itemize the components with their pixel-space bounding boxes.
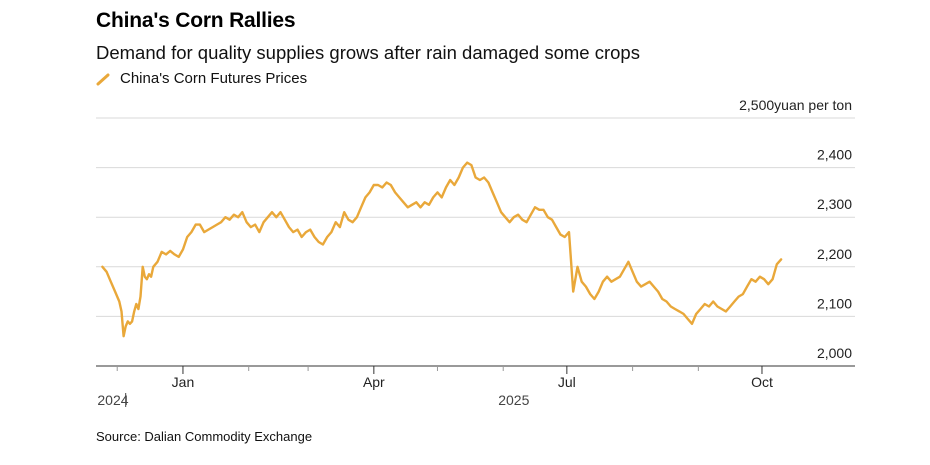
series-line-0 [101, 161, 783, 338]
x-tick-label: Oct [751, 374, 773, 390]
source-note: Source: Dalian Commodity Exchange [96, 429, 313, 444]
y-tick-label: 2,100 [817, 295, 852, 311]
chart-subtitle: Demand for quality supplies grows after … [96, 42, 640, 63]
y-tick-label: 2,300 [817, 196, 852, 212]
legend-line-icon [96, 72, 110, 86]
legend: China's Corn Futures Prices [96, 70, 307, 87]
y-tick-label: 2,500yuan per ton [739, 97, 852, 113]
y-tick-label: 2,400 [817, 147, 852, 163]
x-tick-label: Jan [172, 374, 195, 390]
y-tick-label: 2,200 [817, 246, 852, 262]
year-label: 2025 [498, 392, 529, 408]
year-label: 2024 [97, 392, 128, 408]
chart-title: China's Corn Rallies [96, 9, 296, 32]
legend-label: China's Corn Futures Prices [120, 70, 308, 87]
y-tick-label: 2,000 [817, 345, 852, 361]
x-tick-label: Jul [558, 374, 576, 390]
x-tick-label: Apr [363, 374, 385, 390]
